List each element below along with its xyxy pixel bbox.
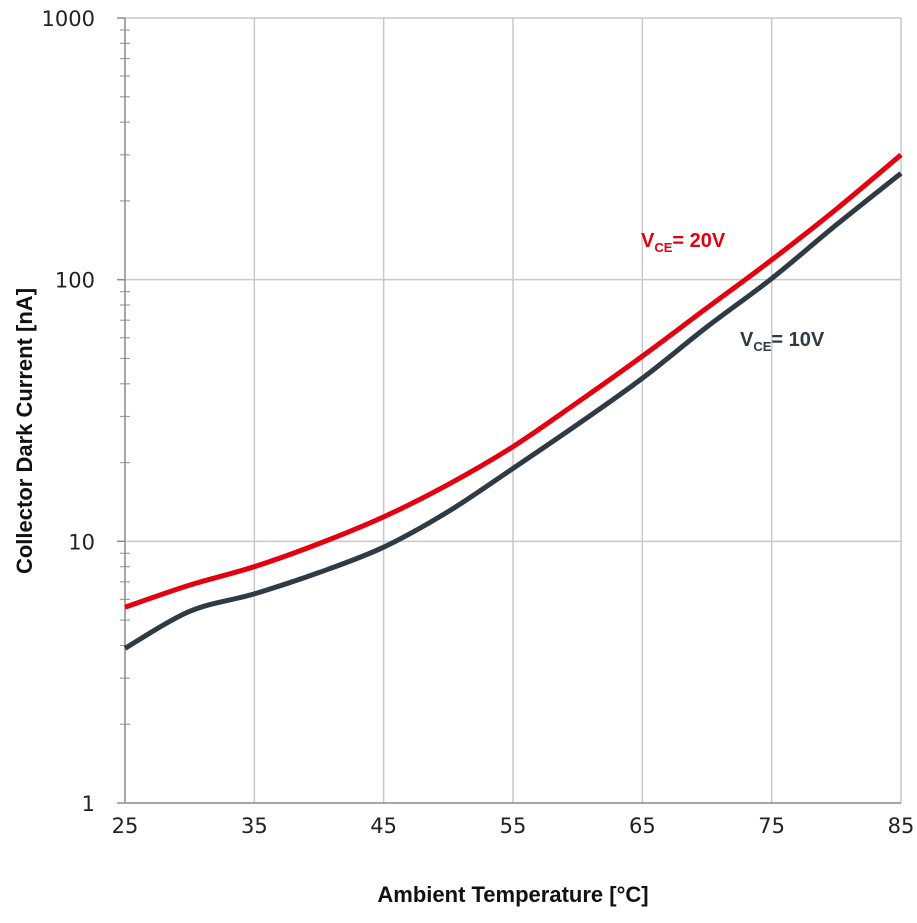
x-tick-label: 25 bbox=[112, 814, 139, 838]
series-lines bbox=[123, 152, 903, 651]
y-tick-label: 100 bbox=[55, 269, 95, 293]
series-line-vce-20v bbox=[124, 152, 903, 610]
y-tick-labels: 1 10 100 1000 bbox=[42, 7, 95, 816]
x-tick-labels: 25 35 45 55 65 75 85 bbox=[112, 814, 915, 838]
x-tick-label: 55 bbox=[500, 814, 527, 838]
series-labels: VCE= 20V VCE= 10V bbox=[641, 230, 825, 354]
x-tick-label: 75 bbox=[758, 814, 785, 838]
series-label-vce-20v: VCE= 20V bbox=[641, 230, 726, 255]
y-tick-label: 1 bbox=[82, 792, 95, 816]
x-tick-label: 45 bbox=[370, 814, 397, 838]
axes bbox=[117, 17, 901, 804]
x-axis-title: Ambient Temperature [°C] bbox=[377, 882, 648, 907]
y-axis-title: Collector Dark Current [nA] bbox=[12, 288, 37, 574]
x-tick-label: 65 bbox=[629, 814, 656, 838]
series-line-vce-10v bbox=[123, 171, 903, 651]
series-label-vce-10v: VCE= 10V bbox=[740, 329, 825, 354]
grid-lines bbox=[125, 17, 902, 803]
y-tick-label: 10 bbox=[68, 530, 95, 554]
y-tick-label: 1000 bbox=[42, 7, 95, 31]
x-tick-label: 85 bbox=[888, 814, 915, 838]
x-tick-label: 35 bbox=[241, 814, 268, 838]
